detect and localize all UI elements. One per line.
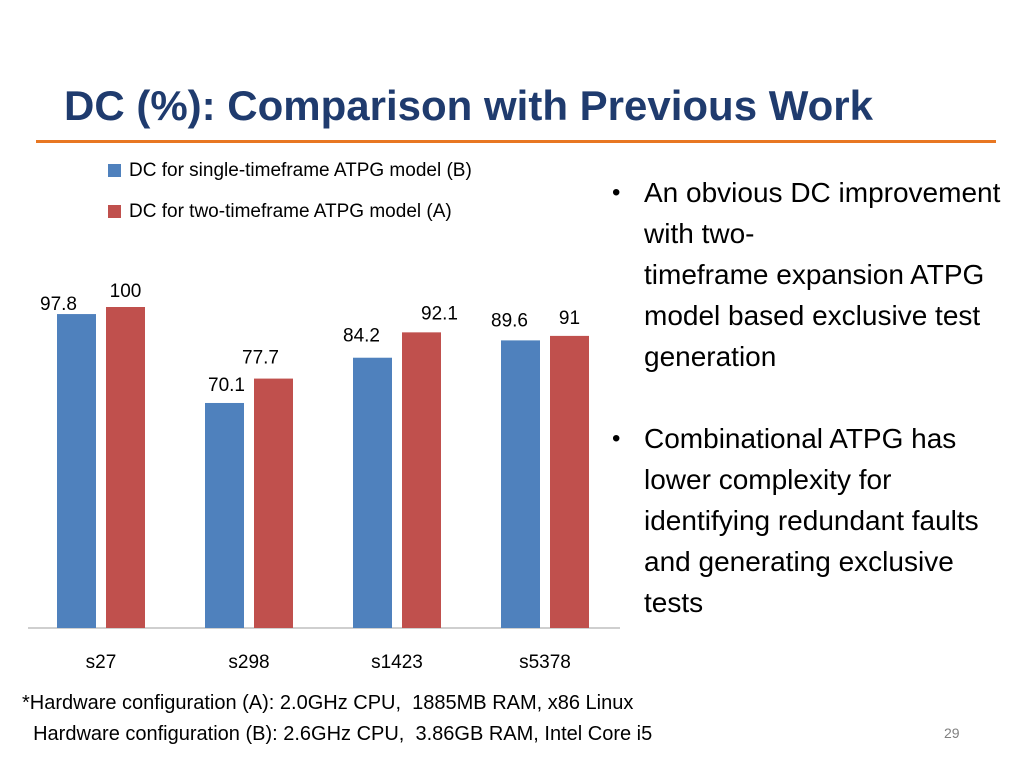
- data-label: 70.1: [208, 375, 245, 396]
- legend-item-single-timeframe: DC for single-timeframe ATPG model (B): [108, 157, 472, 184]
- bullet-text: Combinational ATPG has lower complexity …: [644, 423, 979, 618]
- bullet-list: • An obvious DC improvement with two- ti…: [612, 172, 1012, 664]
- title-underline: [36, 140, 996, 143]
- footnote-line-b: Hardware configuration (B): 2.6GHz CPU, …: [22, 723, 653, 745]
- x-tick-label: s1423: [371, 652, 423, 673]
- bar-s27-series-0: [57, 314, 96, 628]
- legend-item-two-timeframe: DC for two-timeframe ATPG model (A): [108, 198, 472, 225]
- hardware-footnote: *Hardware configuration (A): 2.0GHz CPU,…: [22, 688, 652, 750]
- bar-s298-series-1: [254, 378, 293, 628]
- data-label: 84.2: [343, 326, 380, 347]
- bullet-text: An obvious DC improvement with two- time…: [644, 177, 1001, 372]
- legend-label-two-timeframe: DC for two-timeframe ATPG model (A): [129, 200, 452, 222]
- bar-s1423-series-1: [402, 332, 441, 628]
- slide-title: DC (%): Comparison with Previous Work: [64, 82, 873, 129]
- data-label: 92.1: [421, 303, 458, 324]
- chart-legend: DC for single-timeframe ATPG model (B) D…: [108, 157, 472, 239]
- bullet-item: • An obvious DC improvement with two- ti…: [612, 172, 1012, 377]
- bar-s298-series-0: [205, 402, 244, 628]
- x-tick-label: s5378: [519, 652, 571, 673]
- bar-chart: 97.8 100 s27 70.1 77.7 s298 84.2 92.1 s1423 89.6 9…: [28, 281, 620, 673]
- bar-s5378-series-1: [550, 335, 589, 628]
- data-label: 97.8: [40, 294, 77, 315]
- bar-s27-series-1: [106, 307, 145, 628]
- bullet-marker: •: [612, 425, 621, 452]
- page-number: 29: [944, 725, 960, 741]
- footnote-line-a: *Hardware configuration (A): 2.0GHz CPU,…: [22, 692, 634, 714]
- bar-s5378-series-0: [501, 340, 540, 628]
- x-tick-label: s298: [228, 652, 269, 673]
- legend-swatch-blue: [108, 164, 121, 177]
- bullet-item: • Combinational ATPG has lower complexit…: [612, 418, 1012, 623]
- bar-s1423-series-0: [353, 357, 392, 628]
- data-label: 77.7: [242, 348, 279, 369]
- data-label: 89.6: [491, 310, 528, 331]
- legend-label-single-timeframe: DC for single-timeframe ATPG model (B): [129, 159, 472, 181]
- data-label: 91: [559, 308, 580, 329]
- legend-swatch-red: [108, 205, 121, 218]
- x-tick-label: s27: [86, 652, 117, 673]
- bullet-marker: •: [612, 179, 621, 206]
- data-label: 100: [110, 281, 142, 302]
